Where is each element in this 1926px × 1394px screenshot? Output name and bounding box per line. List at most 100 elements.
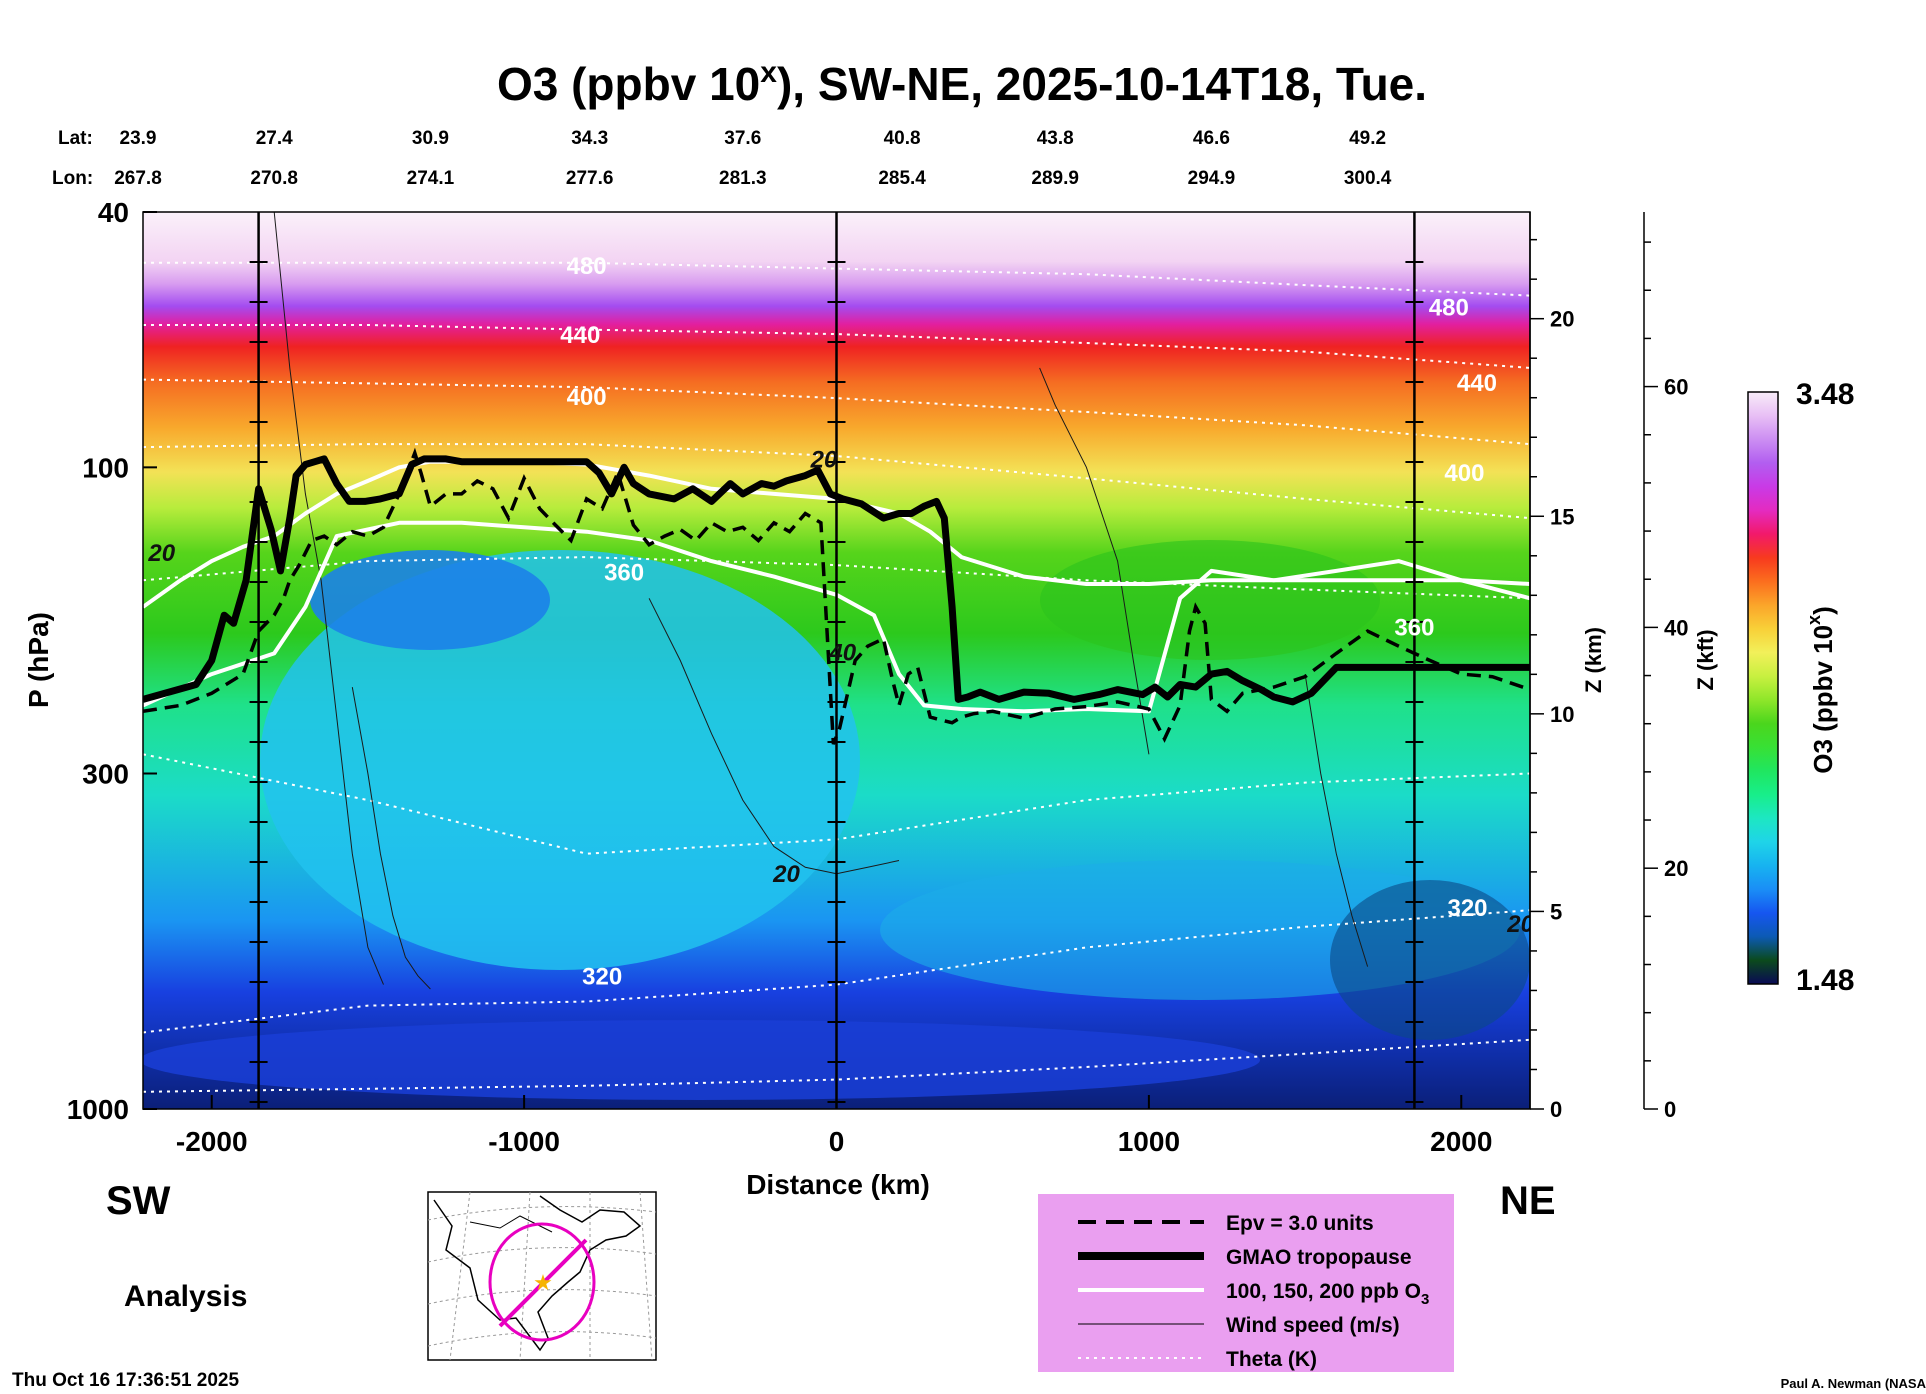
z-km-axis: 0 5 10 15 20: [1529, 212, 1574, 1122]
ne-label: NE: [1500, 1179, 1556, 1223]
footer-timestamp: Thu Oct 16 17:36:51 2025: [12, 1370, 239, 1391]
x-axis-label: Distance (km): [746, 1169, 930, 1200]
theta-line: [143, 324, 1530, 369]
lat-value: 46.6: [1193, 128, 1230, 149]
inset-map-transect: [498, 1238, 588, 1328]
lon-value: 285.4: [878, 168, 926, 189]
footer-credit: Paul A. Newman (NASA: [1781, 1376, 1926, 1391]
lat-value: 49.2: [1349, 128, 1386, 149]
lat-value: 37.6: [724, 128, 761, 149]
theta-line: [143, 443, 1530, 520]
lat-value: 40.8: [884, 128, 921, 149]
inset-map-range-circle: [488, 1222, 596, 1342]
x-tick-label: 1000: [1118, 1126, 1180, 1157]
lat-value: 30.9: [412, 128, 449, 149]
theta-line: [143, 556, 1530, 600]
contour-label: 40: [828, 640, 856, 667]
lon-value: 274.1: [407, 168, 455, 189]
ne-upper-trop-green-cell: [1040, 540, 1380, 660]
legend-label: 100, 150, 200 ppb O3: [1226, 1280, 1429, 1308]
wind-speed-contour: [1039, 367, 1150, 755]
tropopause-line: [143, 455, 1530, 706]
lat-value: 23.9: [120, 128, 157, 149]
contour-label: 360: [1394, 615, 1434, 642]
lat-value: 34.3: [571, 128, 608, 149]
vertical-marker-lines: [249, 212, 1424, 1109]
legend-label: Epv = 3.0 units: [1226, 1212, 1374, 1235]
z-km-tick-label: 0: [1550, 1097, 1562, 1122]
lat-value: 43.8: [1037, 128, 1074, 149]
wind-speed-contours: [273, 212, 1369, 990]
wind-speed-contour: [648, 598, 900, 875]
ozone-contour: [143, 459, 1530, 609]
contour-label: 320: [1447, 895, 1487, 922]
lon-value: 270.8: [250, 168, 298, 189]
y-axis-label: P (hPa): [23, 612, 54, 708]
p-tick-label: 300: [82, 758, 129, 789]
x-axis: -2000 -1000 0 1000 2000: [176, 1095, 1492, 1157]
z-kft-tick-label: 60: [1664, 375, 1688, 400]
legend-label: Wind speed (m/s): [1226, 1314, 1400, 1337]
lat-value: 27.4: [256, 128, 293, 149]
inset-map-graticule: [427, 1191, 657, 1361]
boundary-layer-cell: [143, 1020, 1260, 1100]
epv-line: [143, 447, 1530, 745]
contour-label: 20: [810, 446, 838, 473]
ne-surface-cell: [1330, 880, 1530, 1040]
x-tick-label: -1000: [488, 1126, 560, 1157]
z-kft-tick-label: 40: [1664, 615, 1688, 640]
inset-map-coastline: [433, 1195, 642, 1352]
contour-label: 440: [560, 322, 600, 349]
contour-label: 320: [582, 964, 622, 991]
colorbar: [1747, 391, 1779, 985]
contour-label: 480: [1429, 295, 1469, 322]
ozone-field-features: [143, 540, 1530, 1100]
inset-map: ★: [427, 1191, 657, 1361]
contour-label: 20: [147, 540, 175, 567]
lon-value: 294.9: [1188, 168, 1236, 189]
p-tick-label: 40: [98, 197, 129, 228]
contour-label: 400: [1444, 460, 1484, 487]
colorbar-min-label: 1.48: [1796, 964, 1854, 997]
colorbar-max-label: 3.48: [1796, 378, 1854, 411]
theta-line: [143, 909, 1530, 1034]
p-tick-label: 1000: [67, 1094, 129, 1125]
pressure-axis: 40 100 300 1000: [67, 197, 157, 1125]
z-km-tick-label: 20: [1550, 307, 1574, 332]
z-km-axis-label: Z (km): [1581, 627, 1606, 693]
analysis-label: Analysis: [124, 1280, 247, 1313]
contour-label: 440: [1457, 370, 1497, 397]
chart-title: O3 (ppbv 10x), SW-NE, 2025-10-14T18, Tue…: [497, 56, 1427, 110]
x-tick-label: -2000: [176, 1126, 248, 1157]
contour-labels: 480 440 400 360 320 440 400 360 320 480 20 20 40 20 20: [147, 253, 1534, 991]
lon-row-label: Lon:: [52, 168, 93, 189]
z-km-tick-label: 15: [1550, 504, 1574, 529]
lon-value: 281.3: [719, 168, 767, 189]
p-tick-label: 100: [82, 452, 129, 483]
contour-label: 480: [567, 253, 607, 280]
x-tick-label: 0: [829, 1126, 845, 1157]
tropospheric-low-ozone-plume: [260, 550, 860, 970]
contour-label: 20: [1506, 911, 1534, 938]
lon-value: 267.8: [114, 168, 162, 189]
legend: Epv = 3.0 units GMAO tropopause 100, 150, …: [1038, 1194, 1454, 1372]
upper-troposphere-low-ozone-cell: [310, 550, 550, 650]
theta-line: [143, 1038, 1530, 1093]
lat-lon-values: 23.9 267.8 27.4 270.8 30.9 274.1 34.3 277.6 37.6…: [114, 128, 1392, 189]
contour-label: 360: [604, 559, 644, 586]
legend-label: Theta (K): [1226, 1348, 1317, 1371]
colorbar-label: O3 (ppbv 10x): [1804, 606, 1838, 774]
lon-value: 277.6: [566, 168, 614, 189]
z-km-tick-label: 5: [1550, 899, 1562, 924]
theta-line: [143, 378, 1530, 446]
lat-row-label: Lat:: [58, 128, 93, 149]
z-km-tick-label: 10: [1550, 702, 1574, 727]
z-kft-axis: 0 20 40 60: [1643, 212, 1688, 1122]
z-kft-axis-label: Z (kft): [1693, 629, 1718, 690]
z-kft-tick-label: 20: [1664, 856, 1688, 881]
legend-items: Epv = 3.0 units GMAO tropopause 100, 150, …: [1078, 1212, 1429, 1371]
lon-value: 289.9: [1031, 168, 1079, 189]
wind-speed-contour: [273, 212, 384, 985]
lon-value: 300.4: [1344, 168, 1392, 189]
